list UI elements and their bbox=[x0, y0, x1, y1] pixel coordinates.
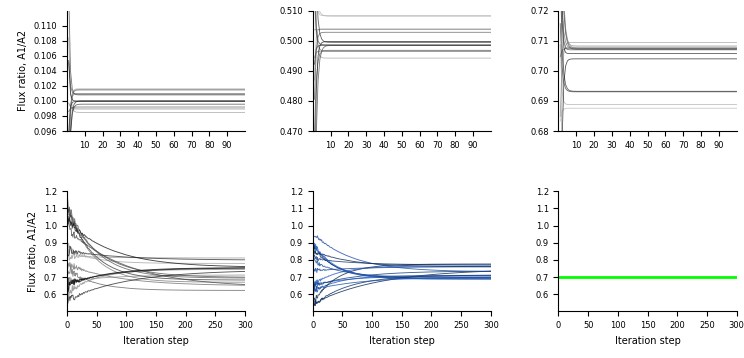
Y-axis label: Flux ratio, A1/A2: Flux ratio, A1/A2 bbox=[18, 30, 28, 111]
Y-axis label: Flux ratio, A1/A2: Flux ratio, A1/A2 bbox=[28, 211, 39, 292]
X-axis label: Iteration step: Iteration step bbox=[369, 336, 434, 346]
X-axis label: Iteration step: Iteration step bbox=[123, 336, 189, 346]
X-axis label: Iteration step: Iteration step bbox=[615, 336, 681, 346]
